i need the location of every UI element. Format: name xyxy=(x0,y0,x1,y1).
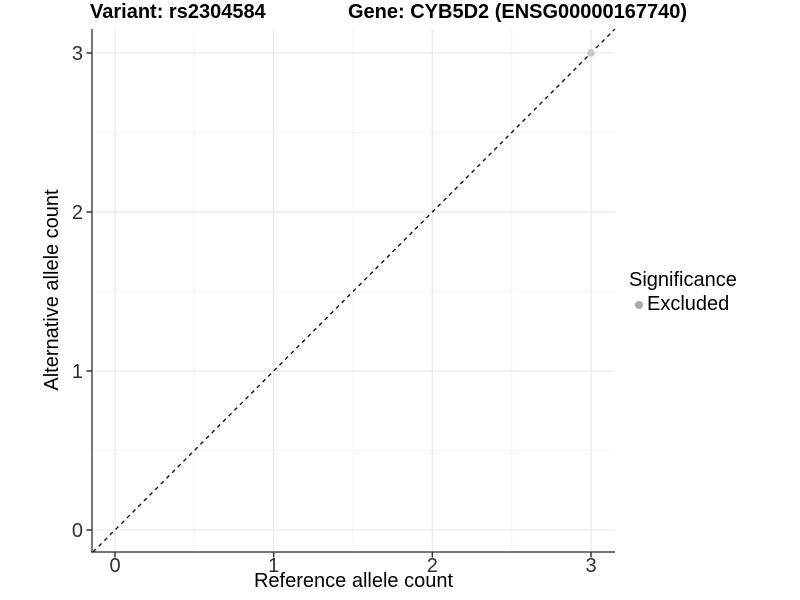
y-tick-label: 3 xyxy=(72,43,83,65)
x-axis-title: Reference allele count xyxy=(253,570,453,592)
x-tick-label: 0 xyxy=(109,555,120,577)
identity-line xyxy=(92,28,616,553)
plot-title-variant: Variant: rs2304584 xyxy=(90,1,266,23)
legend: Significance Excluded xyxy=(629,269,737,316)
legend-item-excluded: Excluded xyxy=(629,293,737,316)
x-tick-label: 2 xyxy=(427,555,438,577)
x-tick-label: 1 xyxy=(268,555,279,577)
y-tick-label: 0 xyxy=(72,520,83,542)
y-axis-title: Alternative allele count xyxy=(41,189,63,391)
y-tick-label: 1 xyxy=(72,361,83,383)
y-tick-label: 2 xyxy=(72,202,83,224)
plot-title-gene: Gene: CYB5D2 (ENSG00000167740) xyxy=(348,1,688,23)
legend-title: Significance xyxy=(629,269,737,291)
legend-key-dot xyxy=(635,300,643,309)
x-tick-label: 3 xyxy=(585,555,596,577)
legend-item-label: Excluded xyxy=(647,293,730,315)
data-point xyxy=(587,49,595,57)
